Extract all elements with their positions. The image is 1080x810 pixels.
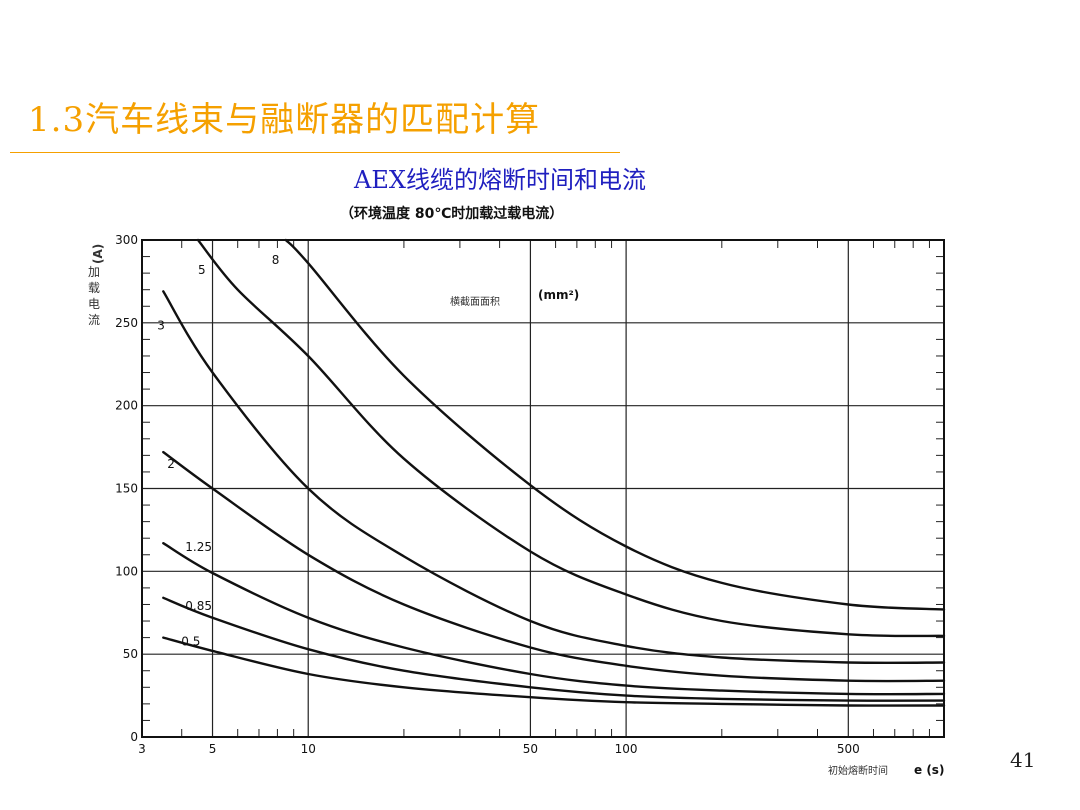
y-axis-label-char: 加 [88, 265, 100, 279]
y-tick-label: 100 [115, 564, 138, 578]
series-label: 0.85 [185, 599, 212, 613]
series-line-8 [284, 238, 946, 611]
x-tick-label: 5 [209, 742, 217, 756]
series-label: 5 [198, 263, 206, 277]
x-axis-unit: e (s) [914, 763, 944, 777]
series-line-1_25 [162, 542, 946, 696]
plot-frame [141, 239, 945, 738]
curve-layer [162, 238, 946, 707]
chart-title: AEX线缆的熔断时间和电流 [354, 166, 646, 194]
y-tick-label: 0 [130, 730, 138, 744]
series-line-0_85 [162, 596, 946, 702]
y-axis-label-char: 载 [88, 281, 100, 295]
y-tick-label: 200 [115, 399, 138, 413]
series-label: 0.5 [181, 635, 200, 649]
y-tick-label: 300 [115, 233, 138, 247]
y-axis-label-char: 流 [88, 313, 100, 327]
y-tick-label: 50 [123, 647, 138, 661]
slide-title: 1.3汽车线束与融断器的匹配计算 [28, 100, 541, 140]
x-tick-label: 3 [138, 742, 146, 756]
x-tick-label: 500 [837, 742, 860, 756]
series-label: 8 [272, 253, 280, 267]
x-axis-label: 初始熔断时间 [828, 764, 888, 777]
title-divider [10, 152, 620, 153]
y-tick-label: 150 [115, 482, 138, 496]
x-tick-label: 100 [615, 742, 638, 756]
x-tick-label: 10 [301, 742, 316, 756]
x-tick-label: 50 [523, 742, 538, 756]
series-line-5 [196, 238, 946, 638]
y-axis-label-char: 电 [88, 297, 100, 311]
series-label: 1.25 [185, 540, 212, 554]
y-tick-label: 250 [115, 316, 138, 330]
series-label: 2 [167, 457, 175, 471]
y-axis-unit: (A) [91, 244, 105, 264]
series-line-3 [162, 290, 946, 665]
legend-unit: (mm²) [538, 288, 579, 302]
legend-title: 横截面面积 [450, 295, 500, 308]
series-line-0_5 [162, 636, 946, 707]
page-number: 41 [1010, 748, 1036, 772]
series-label: 3 [157, 318, 165, 332]
series-line-2 [162, 450, 946, 683]
chart-subtitle: （环境温度 80℃时加载过载电流） [340, 206, 564, 222]
